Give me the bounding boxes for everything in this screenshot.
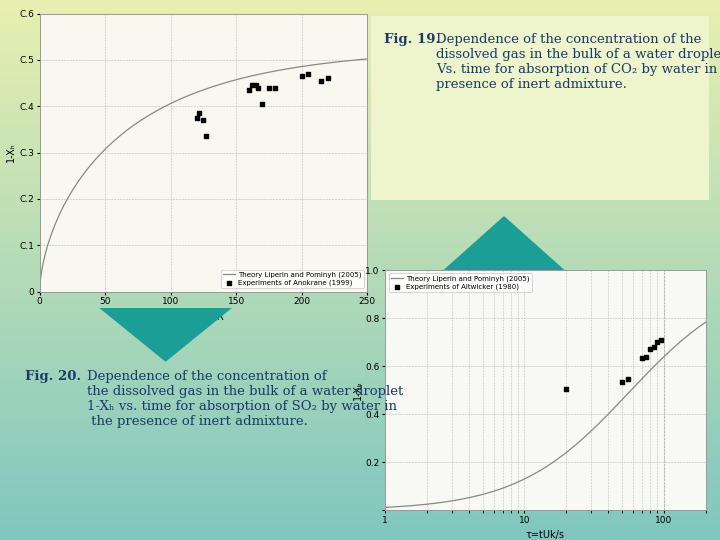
Theory Liperin and Pominyh (2005) [191, 90, 199, 96]
Experiments of Anokrane (1999) [263, 83, 274, 92]
Experiments of Anokrane (1999) [197, 116, 209, 124]
Experiments of Anokrane (1999) [302, 70, 314, 78]
Text: Fig. 20.: Fig. 20. [25, 370, 81, 383]
Theory Liperin and Pominyh (2005) [212, 82, 221, 89]
Experiments of Anokrane (1999) [200, 132, 212, 140]
Line: Theory Liperin and Pominyh (2005): Theory Liperin and Pominyh (2005) [40, 59, 367, 292]
Theory Liperin and Pominyh (2005) [533, 469, 541, 475]
Text: Dependence of the concentration of
the dissolved gas in the bulk of a water drop: Dependence of the concentration of the d… [86, 370, 403, 428]
Legend: Theory Liperin and Pominyh (2005), Experiments of Altwicker (1980): Theory Liperin and Pominyh (2005), Exper… [389, 273, 531, 292]
Experiments of Anokrane (1999) [246, 81, 258, 90]
Y-axis label: 1-Xₕ: 1-Xₕ [6, 143, 17, 163]
Legend: Theory Liperin and Pominyh (2005), Experiments of Anokrane (1999): Theory Liperin and Pominyh (2005), Exper… [221, 269, 364, 288]
Experiments of Altwicker (1980) [644, 345, 656, 354]
Experiments of Anokrane (1999) [322, 74, 333, 83]
Experiments of Altwicker (1980) [654, 335, 666, 344]
Polygon shape [99, 308, 232, 362]
Theory Liperin and Pominyh (2005) [554, 455, 563, 462]
Text: Fig. 19.: Fig. 19. [384, 33, 441, 46]
Theory Liperin and Pominyh (2005) [363, 56, 372, 62]
Experiments of Anokrane (1999) [270, 83, 282, 92]
X-axis label: τ=tUk/s: τ=tUk/s [526, 530, 565, 540]
Experiments of Anokrane (1999) [191, 113, 202, 122]
Theory Liperin and Pominyh (2005) [644, 369, 652, 376]
Experiments of Anokrane (1999) [315, 76, 327, 85]
Theory Liperin and Pominyh (2005) [304, 62, 312, 69]
Experiments of Altwicker (1980) [648, 342, 660, 351]
Text: Dependence of the concentration of the
dissolved gas in the bulk of a water drop: Dependence of the concentration of the d… [436, 33, 720, 91]
Experiments of Altwicker (1980) [641, 352, 652, 361]
Theory Liperin and Pominyh (2005) [355, 56, 364, 63]
Theory Liperin and Pominyh (2005) [701, 319, 710, 326]
Experiments of Altwicker (1980) [561, 384, 572, 393]
Y-axis label: 1-Xₕ: 1-Xₕ [353, 380, 362, 400]
Experiments of Anokrane (1999) [253, 83, 264, 92]
Experiments of Altwicker (1980) [652, 338, 663, 347]
Polygon shape [444, 216, 564, 270]
Experiments of Anokrane (1999) [250, 81, 261, 90]
Theory Liperin and Pominyh (2005) [230, 77, 239, 83]
Experiments of Anokrane (1999) [194, 109, 205, 118]
Experiments of Anokrane (1999) [243, 86, 255, 94]
Experiments of Altwicker (1980) [616, 377, 628, 386]
Theory Liperin and Pominyh (2005) [193, 89, 202, 96]
Theory Liperin and Pominyh (2005) [572, 441, 580, 448]
Theory Liperin and Pominyh (2005) [693, 325, 702, 331]
Experiments of Altwicker (1980) [636, 353, 648, 362]
Experiments of Anokrane (1999) [296, 72, 307, 80]
X-axis label: τ=tUk/R: τ=tUk/R [183, 312, 224, 322]
Theory Liperin and Pominyh (2005) [35, 288, 44, 295]
Line: Theory Liperin and Pominyh (2005): Theory Liperin and Pominyh (2005) [385, 322, 706, 508]
Theory Liperin and Pominyh (2005) [381, 504, 390, 511]
Experiments of Altwicker (1980) [622, 375, 634, 383]
Experiments of Anokrane (1999) [256, 99, 268, 108]
Theory Liperin and Pominyh (2005) [535, 468, 544, 474]
